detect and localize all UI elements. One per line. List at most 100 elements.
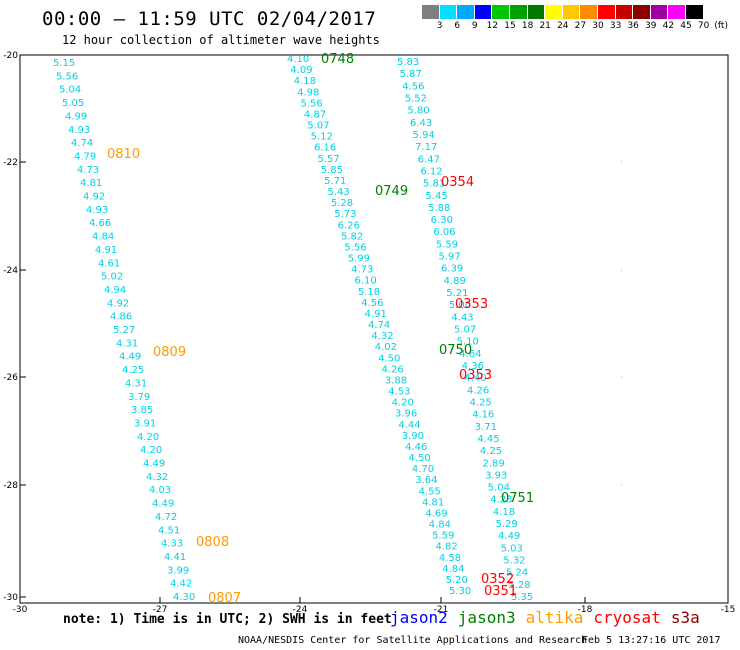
track-2-swh-value: 4.98: [297, 87, 319, 98]
track-2-swh-value: 4.74: [368, 320, 390, 331]
y-tick-label: -26: [3, 373, 18, 383]
track-3-swh-value: 5.52: [405, 93, 427, 104]
track-1-swh-value: 4.94: [104, 285, 126, 296]
satellite-legend: jason2 jason3 altika cryosat s3a: [390, 608, 710, 627]
track-1-swh-value: 5.05: [62, 98, 84, 109]
track-2-swh-value: 5.71: [324, 176, 346, 187]
track-3-swh-value: 5.81: [423, 179, 445, 190]
track-1-swh-value: 4.61: [98, 258, 120, 269]
track-1-swh-value: 4.73: [77, 165, 99, 176]
track-1-swh-value: 4.41: [164, 552, 186, 563]
time-label-0750: 0750: [439, 343, 472, 358]
legend-cryosat: cryosat: [593, 608, 661, 627]
track-3-swh-value: 5.32: [503, 556, 525, 567]
time-label-0353-b: 0353: [459, 368, 492, 383]
colorbar-cell: [439, 5, 458, 19]
track-3-swh-value: 5.80: [407, 106, 429, 117]
track-1-swh-value: 4.33: [161, 539, 183, 550]
track-3-swh-value: 6.12: [420, 166, 442, 177]
colorbar-cell: [685, 5, 704, 19]
track-3-swh-value: 5.83: [397, 57, 419, 68]
credit-text: NOAA/NESDIS Center for Satellite Applica…: [238, 635, 588, 646]
track-3-swh-value: 5.04: [488, 483, 510, 494]
track-1-swh-value: 5.56: [56, 71, 78, 82]
track-3-swh-value: 4.26: [467, 385, 489, 396]
x-tick-label: -24: [293, 605, 308, 615]
colorbar-cell: [633, 5, 651, 19]
wave-height-colorbar: [422, 5, 704, 19]
track-3-swh-value: 4.64: [459, 349, 481, 360]
colorbar-cell: [597, 5, 616, 19]
track-2-swh-value: 5.28: [331, 198, 353, 209]
track-1-swh-value: 3.91: [134, 418, 156, 429]
track-2-swh-value: 5.57: [317, 154, 339, 165]
track-3-swh-value: 5.88: [428, 203, 450, 214]
track-1-swh-value: 4.93: [68, 125, 90, 136]
time-label-0748: 0748: [321, 52, 354, 67]
colorbar-cell: [580, 5, 598, 19]
legend-jason2: jason2: [390, 608, 448, 627]
track-1-swh-value: 4.92: [107, 298, 129, 309]
track-2-swh-value: 6.10: [355, 276, 377, 287]
colorbar-cell: [422, 5, 440, 19]
track-1-swh-value: 4.93: [86, 205, 108, 216]
track-1-swh-value: 4.31: [125, 378, 147, 389]
track-3-swh-value: 6.30: [431, 215, 453, 226]
x-tick-label: -15: [721, 605, 736, 615]
colorbar-label: 24: [557, 21, 569, 31]
colorbar-label: 27: [574, 21, 587, 31]
track-1-swh-value: 4.74: [71, 138, 93, 149]
track-2-swh-value: 4.50: [378, 353, 400, 364]
track-2-swh-value: 5.99: [348, 254, 370, 265]
time-label-0353-a: 0353: [455, 297, 488, 312]
track-2-swh-value: 6.16: [314, 143, 336, 154]
colorbar-cell: [457, 5, 475, 19]
track-2-swh-value: 4.44: [398, 420, 420, 431]
track-3-swh-value: 4.43: [451, 312, 473, 323]
map-frame: [19, 54, 729, 604]
track-3-swh-value: 4.89: [444, 276, 466, 287]
track-1-swh-value: 4.51: [158, 525, 180, 536]
footer-note: note: 1) Time is in UTC; 2) SWH is in fe…: [63, 612, 392, 627]
legend-s3a: s3a: [670, 608, 700, 627]
track-1-swh-value: 4.99: [65, 111, 87, 122]
track-2-swh-value: 5.82: [341, 231, 363, 242]
track-2-swh-value: 4.82: [436, 542, 458, 553]
track-3-swh-value: 5.59: [436, 239, 458, 250]
track-3-swh-value: 5.10: [457, 337, 479, 348]
track-1-swh-value: 4.84: [92, 232, 114, 243]
track-1-swh-value: 4.92: [83, 192, 105, 203]
page-title: 00:00 – 11:59 UTC 02/04/2017: [42, 8, 377, 30]
track-1-swh-value: 3.85: [131, 405, 153, 416]
track-2-swh-value: 4.50: [409, 453, 431, 464]
track-2-swh-value: 4.32: [371, 331, 393, 342]
track-3-swh-value: 5.00: [449, 300, 471, 311]
colorbar-labels: 3 6 9 12 15 18 21 24 27 30 33 36 39 42 45 70 (ft): [422, 21, 734, 33]
track-1-swh-value: 4.42: [170, 579, 192, 590]
colorbar-cell: [650, 5, 669, 19]
colorbar-cell: [545, 5, 563, 19]
track-1-swh-value: 4.66: [89, 218, 111, 229]
track-2-swh-value: 4.58: [439, 553, 461, 564]
track-2-swh-value: 5.73: [334, 209, 356, 220]
track-2-swh-value: 5.12: [311, 132, 333, 143]
track-1-swh-value: 4.20: [137, 432, 159, 443]
track-3-swh-value: 3.71: [475, 422, 497, 433]
legend-altika: altika: [525, 608, 584, 627]
track-3-swh-value: 4.16: [472, 410, 494, 421]
track-2-swh-value: 4.87: [304, 109, 326, 120]
y-tick-label: -30: [3, 593, 18, 603]
track-2-swh-value: 4.69: [425, 508, 447, 519]
track-2-swh-value: 4.73: [351, 265, 373, 276]
track-1-swh-value: 5.27: [113, 325, 135, 336]
track-3-swh-value: 4.36: [462, 361, 484, 372]
track-3-swh-value: 6.47: [418, 154, 440, 165]
track-3-swh-value: 6.43: [410, 118, 432, 129]
colorbar-label: 21: [539, 21, 551, 31]
x-tick-label: -21: [434, 605, 449, 615]
time-label-0352: 0352: [481, 572, 514, 587]
y-tick-label: -24: [3, 266, 18, 276]
track-1-swh-value: 4.81: [80, 178, 102, 189]
colorbar-label: 18: [521, 21, 534, 31]
colorbar-label: 15: [504, 21, 516, 31]
